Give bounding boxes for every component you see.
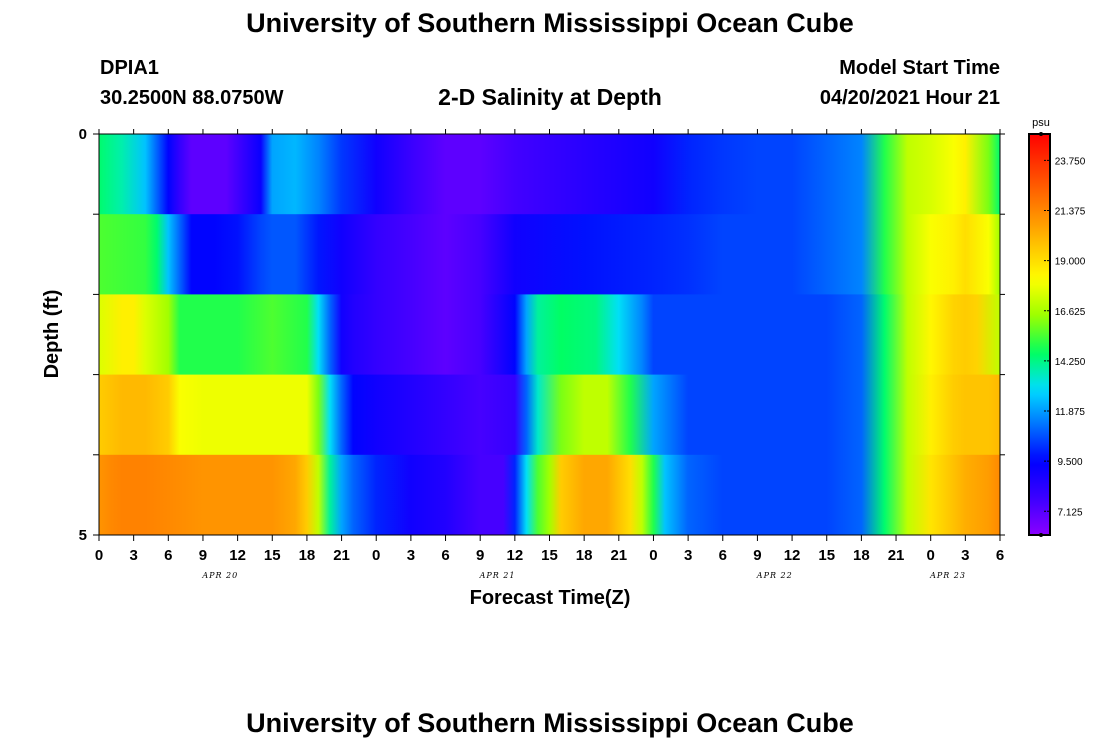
- date-label: APR 22: [756, 571, 793, 580]
- x-tick-label: 0: [927, 547, 935, 564]
- x-tick-label: 9: [199, 547, 207, 564]
- x-tick-label: 3: [961, 547, 969, 564]
- date-label: APR 21: [479, 571, 516, 580]
- x-tick-label: 3: [684, 547, 692, 564]
- colorbar-end-dot: [1039, 533, 1043, 537]
- y-tick-label: 0: [79, 126, 87, 143]
- colorbar-tick-label: 14.250: [1055, 357, 1086, 368]
- x-tick-label: 9: [476, 547, 484, 564]
- x-tick-label: 6: [996, 547, 1004, 564]
- colorbar-tick-label: 9.500: [1057, 457, 1082, 468]
- colorbar-tick-label: 23.750: [1055, 156, 1086, 167]
- page-title: University of Southern Mississippi Ocean…: [246, 8, 854, 38]
- y-tick-label: 5: [79, 527, 87, 544]
- plot-title: 2-D Salinity at Depth: [438, 84, 662, 110]
- x-axis-label: Forecast Time(Z): [470, 587, 631, 609]
- x-tick-label: 6: [719, 547, 727, 564]
- x-tick-label: 12: [507, 547, 524, 564]
- station-coordinates: 30.2500N 88.0750W: [100, 87, 284, 109]
- colorbar-end-dot: [1039, 132, 1043, 136]
- date-label: APR 20: [201, 571, 238, 580]
- x-tick-label: 21: [888, 547, 905, 564]
- x-tick-label: 15: [541, 547, 558, 564]
- heatmap-layer: [99, 134, 1000, 215]
- x-axis: 0 3 6 9 12 15 18 21 0 3 6 9 12 15 18 21 0 3 6 9 12 15 18 21 0 3 6 A…: [95, 129, 1004, 580]
- x-tick-label: 18: [576, 547, 593, 564]
- heatmap-layers: [99, 134, 1000, 536]
- x-tick-label: 21: [610, 547, 627, 564]
- x-tick-label: 15: [818, 547, 835, 564]
- colorbar-tick-label: 7.125: [1057, 507, 1082, 518]
- x-tick-label: 6: [441, 547, 449, 564]
- x-tick-label: 12: [229, 547, 246, 564]
- x-tick-label: 9: [753, 547, 761, 564]
- x-tick-label: 21: [333, 547, 350, 564]
- x-tick-label: 0: [649, 547, 657, 564]
- heatmap-layer: [99, 294, 1000, 376]
- y-axis-label: Depth (ft): [41, 290, 63, 379]
- x-tick-label: 15: [264, 547, 281, 564]
- x-tick-label: 6: [164, 547, 172, 564]
- colorbar-tick-label: 16.625: [1055, 307, 1086, 318]
- x-tick-label: 18: [853, 547, 870, 564]
- footer-title: University of Southern Mississippi Ocean…: [246, 708, 854, 738]
- colorbar-tick-label: 19.000: [1055, 257, 1086, 268]
- x-tick-label: 0: [95, 547, 103, 564]
- x-tick-label: 12: [784, 547, 801, 564]
- colorbar-tick-label: 11.875: [1055, 407, 1085, 418]
- heatmap-layer: [99, 374, 1000, 456]
- heatmap-layer: [99, 214, 1000, 295]
- heatmap-layer: [99, 454, 1000, 536]
- colorbar-ticks: 23.750 21.375 19.000 16.625 14.250 11.875 9.50…: [1039, 132, 1086, 537]
- x-tick-label: 18: [299, 547, 316, 564]
- colorbar-unit: psu: [1032, 117, 1050, 129]
- model-start-label: Model Start Time: [839, 57, 1000, 79]
- station-id: DPIA1: [100, 57, 159, 79]
- x-tick-label: 3: [129, 547, 137, 564]
- model-start-value: 04/20/2021 Hour 21: [819, 87, 1000, 109]
- colorbar-tick-label: 21.375: [1055, 207, 1086, 218]
- colorbar: [1028, 133, 1051, 536]
- x-tick-label: 3: [407, 547, 415, 564]
- y-axis: 05: [79, 126, 1005, 544]
- x-tick-label: 0: [372, 547, 380, 564]
- date-label: APR 23: [929, 571, 966, 580]
